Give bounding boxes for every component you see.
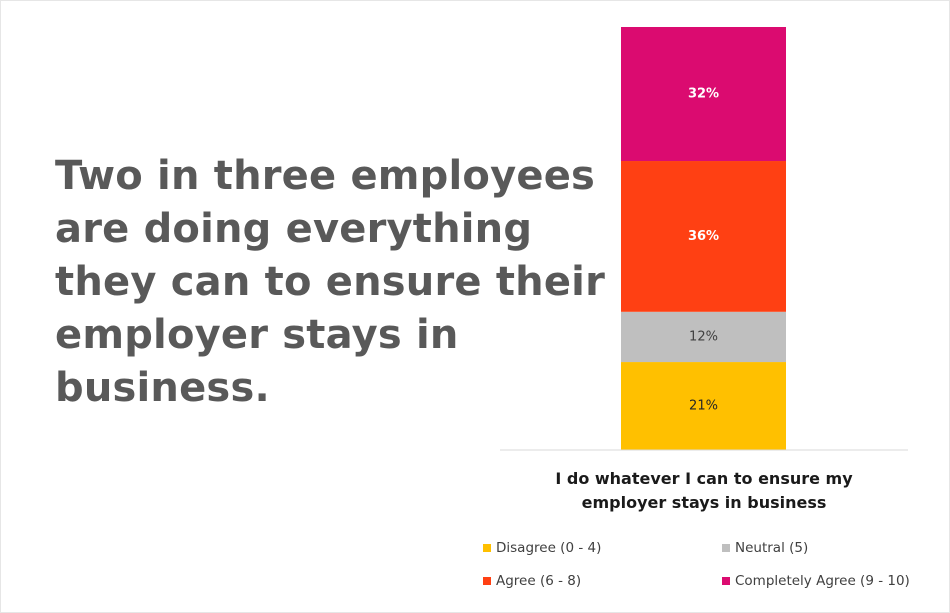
legend-swatch-disagree [483, 544, 491, 552]
category-label-line-1: I do whatever I can to ensure my [555, 469, 853, 488]
data-label-disagree: 21% [689, 399, 718, 414]
category-label-line-2: employer stays in business [581, 493, 827, 512]
legend-item-agree: Agree (6 - 8) [483, 573, 581, 589]
legend-label-agree: Agree (6 - 8) [496, 573, 582, 589]
legend-swatch-agree [483, 577, 491, 585]
legend-swatch-completely-agree [722, 577, 730, 585]
legend-item-disagree: Disagree (0 - 4) [483, 540, 601, 556]
data-label-neutral: 12% [689, 329, 718, 344]
legend-label-disagree: Disagree (0 - 4) [496, 540, 602, 556]
data-label-completely-agree: 32% [688, 87, 719, 102]
category-axis-label: I do whatever I can to ensure my employe… [500, 467, 908, 515]
legend-label-completely-agree: Completely Agree (9 - 10) [735, 573, 910, 589]
legend: Disagree (0 - 4) Neutral (5) Agree (6 - … [477, 540, 947, 600]
data-labels: 21% 12% 36% 32% [688, 87, 719, 414]
legend-item-completely-agree: Completely Agree (9 - 10) [722, 573, 910, 589]
bar-segment-disagree [621, 362, 786, 450]
legend-swatch-neutral [722, 544, 730, 552]
bar-segment-completely-agree [621, 27, 786, 162]
headline: Two in three employees are doing everyth… [55, 153, 605, 411]
bar-segment-neutral [621, 311, 786, 363]
bar-segment-agree [621, 161, 786, 312]
legend-label-neutral: Neutral (5) [735, 540, 809, 556]
data-label-agree: 36% [688, 229, 719, 244]
bar-stack [621, 27, 786, 450]
legend-item-neutral: Neutral (5) [722, 540, 808, 556]
